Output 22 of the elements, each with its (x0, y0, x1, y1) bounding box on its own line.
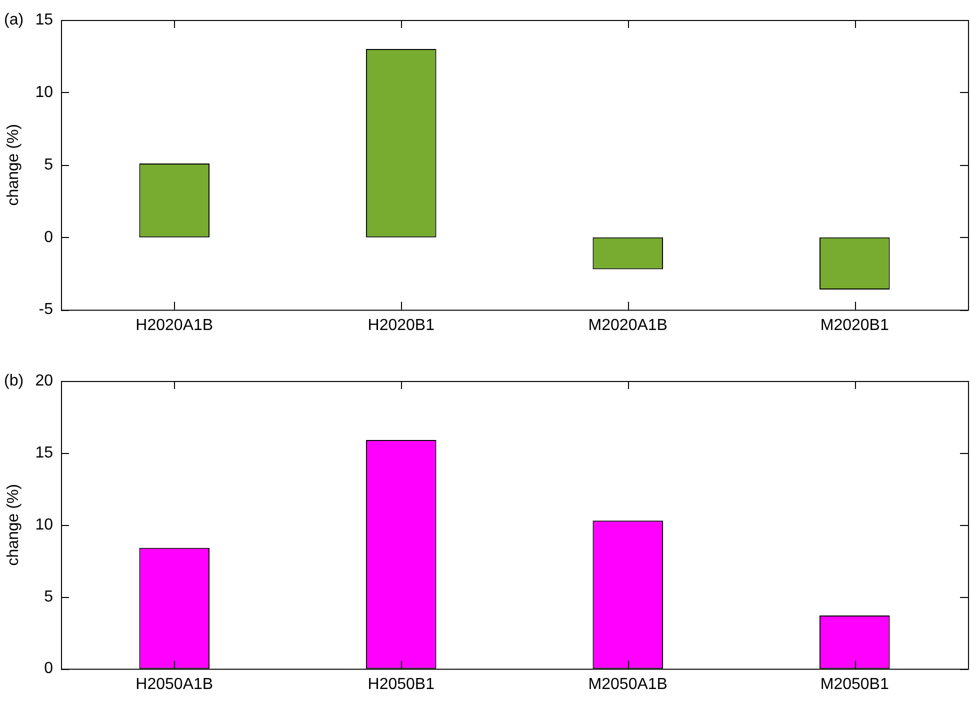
y-tick-label: 10 (35, 84, 54, 101)
chart-title: (b) (4, 372, 24, 390)
x-tick-label: M2020B1 (820, 316, 889, 334)
y-tick-label: 5 (44, 588, 54, 606)
x-tick-label: M2050B1 (820, 676, 889, 693)
x-tick-label: H2050B1 (368, 676, 435, 693)
y-tick-label: 20 (35, 372, 54, 390)
y-tick-label: 5 (44, 156, 54, 174)
x-tick-label: H2050A1B (136, 676, 214, 693)
y-tick-label: 10 (35, 516, 54, 534)
y-tick-label: 15 (35, 11, 54, 28)
y-tick-label: 0 (44, 660, 54, 678)
y-tick-label: 15 (35, 444, 54, 462)
x-tick-label: M2050A1B (588, 676, 668, 693)
x-tick-label: M2020A1B (588, 316, 668, 334)
chart-title: (a) (4, 11, 24, 28)
y-tick-label: 0 (44, 228, 54, 246)
y-axis-title: change (%) (5, 124, 22, 206)
y-axis-title: change (%) (5, 484, 22, 566)
x-tick-label: H2020A1B (136, 316, 214, 334)
y-tick-label: -5 (38, 301, 54, 318)
x-tick-label: H2020B1 (368, 316, 435, 334)
